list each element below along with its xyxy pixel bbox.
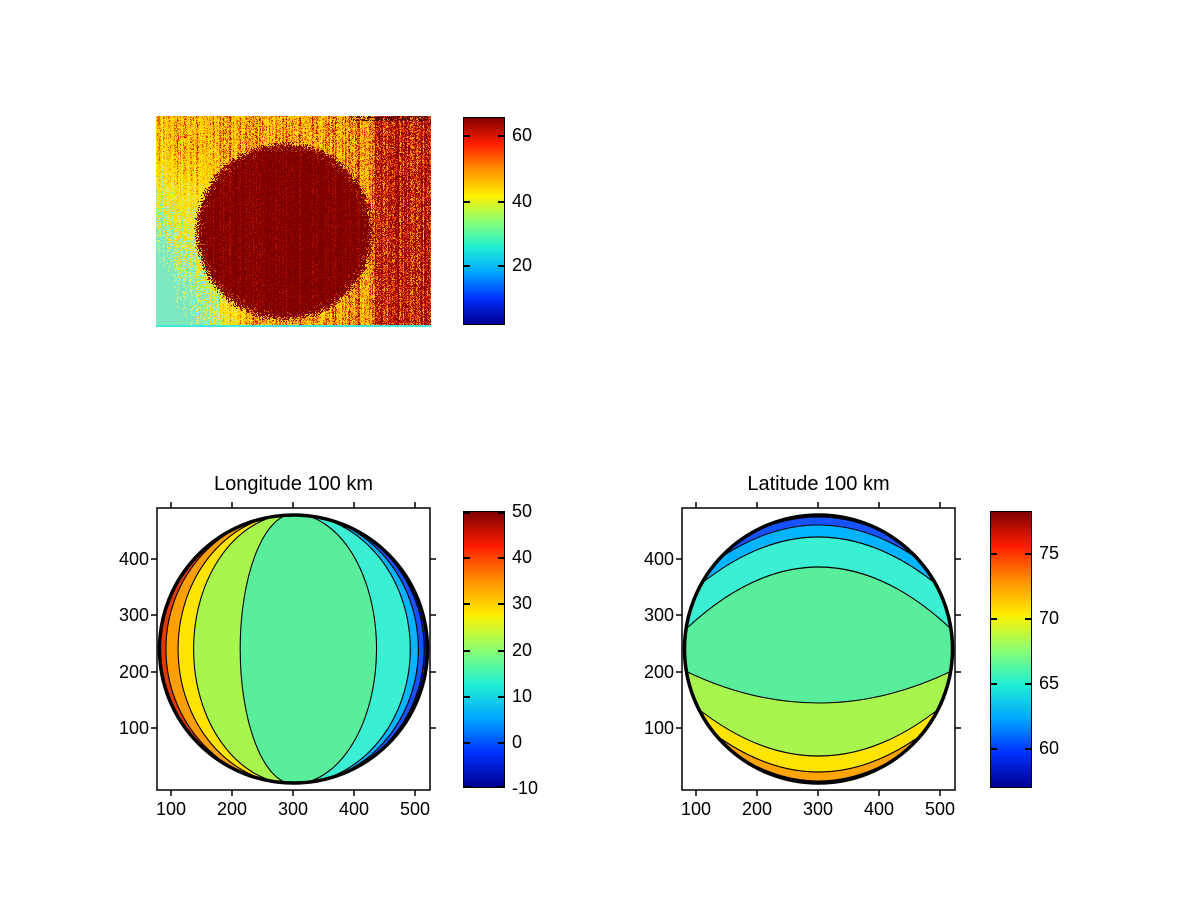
contour-line — [193, 514, 294, 784]
colorbar-tick — [464, 512, 470, 514]
colorbar-tick-label: 70 — [1039, 607, 1060, 628]
colorbar-tick — [991, 553, 997, 556]
longitude-colorbar — [463, 511, 505, 788]
colorbar-tick — [464, 603, 470, 606]
x-tick-label: 200 — [216, 799, 248, 819]
colorbar-tick — [498, 265, 504, 268]
colorbar-tick-label: 20 — [512, 255, 533, 276]
colorbar-tick — [464, 557, 470, 560]
colorbar-tick-label: 60 — [512, 125, 533, 146]
colorbar-tick — [498, 649, 504, 652]
disk-limb-outline — [157, 513, 430, 785]
y-tick-label: 200 — [118, 662, 149, 682]
x-tick-label: 400 — [338, 799, 370, 819]
contour-line — [685, 670, 952, 704]
colorbar-tick — [991, 617, 997, 620]
colorbar-tick — [498, 695, 504, 698]
colorbar-tick — [991, 748, 997, 751]
latitude-plot-title: Latitude 100 km — [747, 473, 890, 495]
colorbar-tick-label: 10 — [512, 685, 533, 706]
colorbar-tick — [1025, 553, 1031, 556]
x-tick-label: 400 — [863, 799, 895, 819]
x-tick-label: 200 — [741, 799, 773, 819]
x-tick-label: 300 — [802, 799, 834, 819]
thermal-image-plot — [156, 116, 431, 327]
colorbar-tick — [498, 603, 504, 606]
y-tick-label: 200 — [643, 662, 674, 682]
colorbar-tick-label: 40 — [512, 191, 533, 212]
colorbar-tick — [1025, 683, 1031, 686]
contour-line — [696, 707, 941, 757]
colorbar-tick-label: 50 — [512, 501, 533, 521]
x-tick-label: 100 — [680, 799, 712, 819]
x-tick-label: 500 — [924, 799, 956, 819]
contour-line — [699, 536, 938, 586]
y-tick-label: 400 — [643, 549, 674, 569]
y-tick-label: 400 — [118, 549, 149, 569]
contour-band — [293, 514, 428, 784]
y-tick-label: 300 — [118, 605, 149, 625]
colorbar-tick-label: 20 — [512, 639, 533, 660]
colorbar-tick — [464, 201, 470, 204]
contour-line — [712, 732, 925, 773]
contour-line — [177, 514, 294, 784]
colorbar-tick — [464, 265, 470, 268]
contour-line — [716, 524, 921, 561]
x-tick-label: 500 — [399, 799, 431, 819]
colorbar-tick — [498, 512, 504, 514]
y-tick-label: 300 — [643, 605, 674, 625]
contour-line — [293, 514, 411, 784]
image-colorbar — [463, 117, 505, 325]
disk-limb-outline — [682, 513, 955, 785]
colorbar-tick-label: 75 — [1039, 543, 1060, 564]
colorbar-tick-label: -10 — [512, 778, 539, 798]
colorbar-tick — [464, 695, 470, 698]
colorbar-tick — [464, 649, 470, 652]
longitude-plot-title: Longitude 100 km — [213, 473, 373, 495]
colorbar-tick-label: 30 — [512, 593, 533, 614]
colorbar-tick — [464, 741, 470, 744]
colorbar-tick-label: 40 — [512, 547, 533, 568]
colorbar-tick — [498, 557, 504, 560]
colorbar-tick — [464, 786, 470, 788]
colorbar-tick-label: 60 — [1039, 738, 1060, 759]
y-tick-label: 100 — [118, 718, 149, 738]
contour-line — [293, 514, 378, 784]
colorbar-tick — [498, 135, 504, 138]
colorbar-tick-label: 0 — [512, 731, 523, 752]
contour-line — [239, 514, 294, 784]
colorbar-tick — [1025, 748, 1031, 751]
latitude-colorbar — [990, 511, 1032, 788]
contour-line — [684, 566, 953, 631]
colorbar-tick — [991, 683, 997, 686]
lon-contour-bands — [159, 514, 428, 784]
x-tick-label: 100 — [155, 799, 187, 819]
lat-contour-bands — [684, 514, 953, 784]
colorbar-tick-label: 65 — [1039, 673, 1060, 694]
colorbar-tick — [498, 786, 504, 788]
colorbar-tick — [464, 135, 470, 138]
colorbar-tick — [498, 201, 504, 204]
x-tick-label: 300 — [277, 799, 309, 819]
colorbar-tick — [1025, 617, 1031, 620]
colorbar-tick — [498, 741, 504, 744]
y-tick-label: 100 — [643, 718, 674, 738]
